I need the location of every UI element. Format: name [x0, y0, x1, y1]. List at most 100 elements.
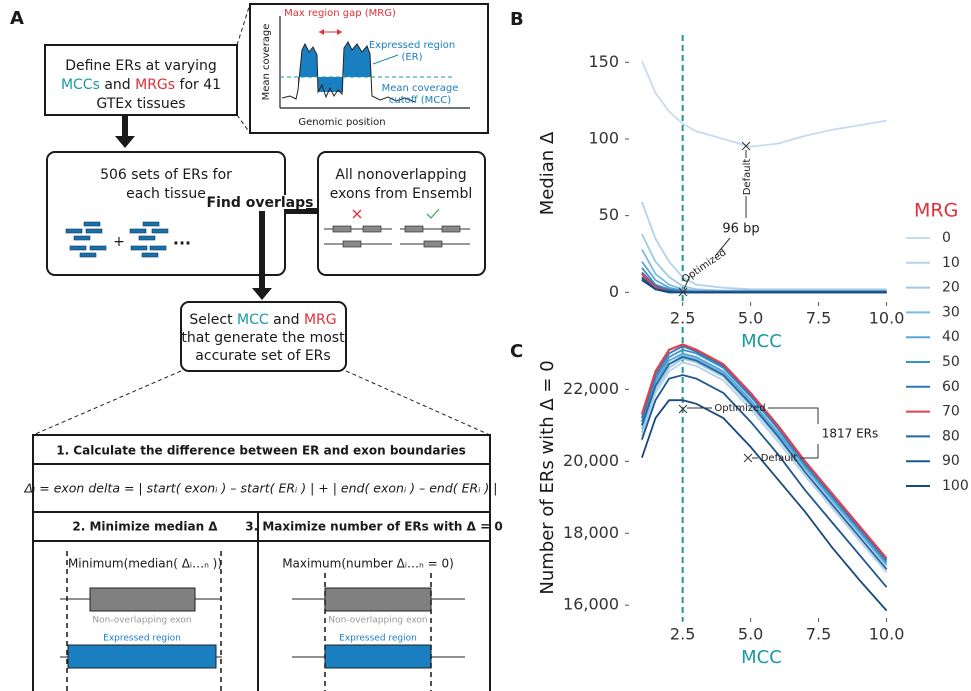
inset-y-label: Mean coverage [261, 24, 272, 101]
text: and [269, 312, 304, 328]
cross-icon [352, 209, 362, 219]
mcc-word: MCC [237, 312, 269, 328]
region-label: Expressed region [103, 634, 181, 644]
point-marker [743, 453, 753, 463]
legend-label: 100 [942, 478, 969, 494]
er-label: (ER) [401, 52, 422, 63]
point-marker [678, 404, 688, 414]
panel-label: B [510, 9, 524, 30]
expression: Minimum(median( Δᵢ…ₙ )) [68, 557, 222, 571]
text: Select [189, 312, 237, 328]
x-tick-label: 10.0 [869, 309, 905, 328]
annotation: 96 bp [722, 222, 759, 237]
annotation-line [687, 407, 819, 459]
mrg-word: MRG [304, 312, 337, 328]
annotation: Optimized [714, 403, 765, 414]
mcc-label: Mean coverage [382, 83, 459, 94]
box-text: Select MCC and MRG [189, 312, 336, 328]
mrg-label: Max region gap (MRG) [284, 8, 396, 19]
overlap-label: Find overlaps [207, 195, 314, 211]
series-line [641, 279, 887, 294]
point-marker [741, 141, 751, 151]
box-text: All nonoverlapping [335, 167, 466, 183]
box-text: GTEx tissues [96, 96, 185, 112]
select-box [180, 301, 347, 372]
define-box [44, 44, 238, 116]
series-line [641, 356, 888, 570]
coverage-trace [281, 41, 416, 103]
er-icons [65, 221, 169, 258]
y-tick-label: 100 [588, 129, 619, 148]
exon-label: Non-overlapping exon [92, 616, 191, 626]
series-line [640, 343, 888, 560]
series-line [641, 399, 888, 612]
annotation: Optimized [680, 247, 728, 285]
panel-a: A Define ERs at varying MCCs and MRGs fo… [10, 3, 503, 691]
series-line [641, 261, 887, 292]
zoom-line [32, 370, 182, 436]
legend-title: MRG [914, 200, 958, 222]
annotation-line [683, 150, 747, 290]
step-title: 3. Maximize number of ERs with Δ = 0 [245, 520, 502, 534]
legend-label: 80 [942, 428, 960, 444]
check-icon [426, 208, 440, 219]
series-line [641, 361, 888, 572]
region-label: Expressed region [339, 634, 417, 644]
table-grid [32, 434, 491, 691]
series-line [641, 201, 887, 291]
y-tick-label: 50 [599, 205, 619, 224]
box-text: each tissue [126, 186, 206, 202]
exon-label: Non-overlapping exon [328, 616, 427, 626]
mcc-word: MCCs [61, 77, 100, 93]
x-tick-label: 7.5 [806, 309, 831, 328]
box-text: exons from Ensembl [330, 186, 472, 202]
er-arrow [372, 54, 399, 65]
arrow-head [319, 29, 342, 35]
point-marker [678, 287, 688, 297]
y-tick-label: 0 [609, 282, 619, 301]
box-text: that generate the most [181, 330, 345, 346]
legend-label: 50 [942, 354, 960, 370]
zoom-line [236, 3, 251, 46]
mcc-label: cutoff (MCC) [389, 95, 451, 106]
expression: Maximum(number Δᵢ…ₙ = 0) [282, 557, 454, 571]
y-axis-label: Median Δ [537, 131, 558, 215]
annotation: Default [742, 159, 753, 196]
legend-label: 0 [942, 230, 951, 246]
series-line [641, 345, 888, 561]
x-tick-label: 2.5 [670, 625, 695, 644]
legend-label: 10 [942, 255, 960, 271]
y-tick-label: 22,000 [563, 379, 619, 398]
series-line [641, 60, 887, 148]
y-tick-label: 18,000 [563, 523, 619, 542]
panel-label: A [10, 8, 24, 29]
box-text: accurate set of ERs [195, 348, 330, 364]
series-line [641, 233, 887, 292]
y-axis-label: Number of ERs with Δ = 0 [537, 360, 558, 594]
x-axis-label: MCC [741, 647, 782, 668]
label-bg [218, 195, 306, 209]
y-tick-label: 20,000 [563, 451, 619, 470]
step-title: 1. Calculate the difference between ER a… [56, 444, 466, 458]
mrg-word: MRGs [135, 77, 175, 93]
arrow-head [115, 136, 135, 148]
legend-label: 60 [942, 379, 960, 395]
text: and [100, 77, 135, 93]
zoom-line [345, 370, 491, 436]
legend-label: 30 [942, 304, 960, 320]
legend-label: 70 [942, 404, 960, 420]
x-tick-label: 7.5 [806, 625, 831, 644]
series-line [641, 348, 888, 563]
x-tick-label: 2.5 [670, 309, 695, 328]
inset-x-label: Genomic position [298, 117, 385, 128]
legend-label: 20 [942, 280, 960, 296]
x-tick-label: 5.0 [738, 625, 763, 644]
step-title: 2. Minimize median Δ [72, 520, 218, 534]
annotation: 1817 ERs [822, 427, 879, 441]
box-text: 506 sets of ERs for [100, 167, 232, 183]
box-text: Define ERs at varying [65, 58, 217, 74]
plus: + [113, 234, 125, 250]
er-label: Expressed region [369, 40, 455, 51]
x-axis-label: MCC [741, 331, 782, 352]
